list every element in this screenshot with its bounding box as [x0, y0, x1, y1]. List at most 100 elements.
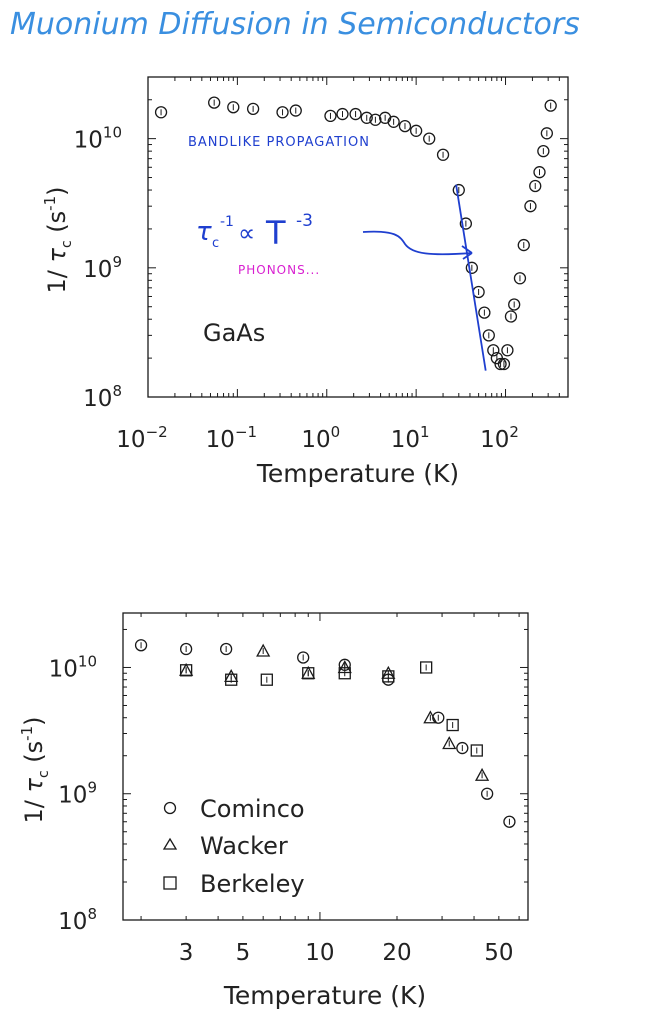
gaas-chart: 108 109 1010 10−2 10−1 100 101 102 BANDLIKE PRO…	[41, 76, 569, 488]
x-tick-label: 100	[301, 423, 340, 453]
gaas-point	[324, 109, 337, 123]
berkeley-point	[470, 744, 483, 757]
fit-line	[455, 184, 487, 371]
formula-sup: -1	[220, 214, 234, 230]
x-tick-label: 101	[391, 423, 430, 453]
legend-marker-berkeley	[163, 876, 177, 890]
wacker-point	[256, 643, 271, 657]
annotation-phonons: PHONONS...	[238, 263, 320, 277]
gaas-point	[544, 99, 557, 112]
x-tick-label: 102	[480, 423, 519, 453]
formula-annotation: τ c -1 ∝ T -3	[196, 211, 313, 252]
gaas-point	[423, 132, 436, 145]
x-tick-label: 10	[305, 940, 334, 966]
chart2-frame	[122, 612, 529, 921]
x-tick-label: 20	[382, 940, 411, 966]
x-tick-label: 10−1	[206, 423, 257, 453]
gaas-point	[487, 344, 500, 357]
x-tick-label: 3	[179, 940, 194, 966]
ylabel-sup: -1	[18, 726, 36, 741]
gaas-point	[349, 107, 362, 121]
chart1-xlabel: Temperature (K)	[256, 459, 459, 488]
gaas-point	[227, 101, 240, 114]
y-tick-label: 109	[83, 253, 122, 283]
gaas-point	[459, 217, 473, 230]
cominco-point	[480, 787, 494, 800]
gaas-point	[336, 107, 349, 121]
gaas-point	[494, 357, 507, 371]
chart2-ticks	[123, 613, 528, 921]
sample-label: GaAs	[203, 319, 265, 347]
gaas-point	[517, 238, 530, 252]
page-title: Muonium Diffusion in Semiconductors	[10, 7, 580, 42]
berkeley-point	[420, 661, 433, 674]
chart2-ylabel-text: 1/	[20, 799, 48, 823]
annotation-arrow	[362, 230, 473, 256]
cominco-point	[456, 741, 469, 755]
chart1-tick-labels: 108 109 1010 10−2 10−1 100 101 102	[74, 124, 519, 453]
cominco-point	[503, 815, 516, 828]
chart1-ticks	[147, 76, 569, 398]
gaas-point	[465, 261, 479, 274]
gaas-point	[436, 148, 450, 161]
gaas-point	[513, 272, 527, 285]
ylabel-close: )	[43, 187, 71, 196]
gaas-point	[497, 357, 511, 371]
cominco-point	[432, 711, 445, 724]
gaas-point	[529, 179, 542, 193]
gaas-point	[501, 344, 514, 357]
gaas-point	[524, 200, 537, 213]
annotation-arrowhead	[461, 245, 473, 260]
gaas-point	[360, 111, 373, 124]
ylabel-units: (s	[20, 741, 48, 771]
wacker-point	[423, 710, 438, 724]
legend-label-cominco: Cominco	[200, 795, 305, 823]
x-tick-label: 50	[484, 940, 513, 966]
x-tick-label: 5	[236, 940, 251, 966]
berkeley-point	[446, 718, 459, 732]
cominco-point	[297, 651, 310, 664]
gaas-point	[154, 106, 168, 119]
ylabel-tau: τ	[43, 248, 71, 263]
wacker-point	[442, 736, 457, 750]
gaas-point	[537, 145, 550, 158]
gaas-point	[246, 102, 260, 116]
berkeley-point	[225, 673, 238, 686]
x-tick-label: 10−2	[116, 423, 167, 453]
gaas-point	[508, 298, 521, 311]
gaas-point	[482, 329, 495, 342]
chart1-frame	[147, 76, 569, 398]
ylabel-sub: c	[36, 770, 52, 778]
legend-marker-wacker	[162, 837, 178, 850]
gaas-point	[504, 310, 518, 323]
y-tick-label: 1010	[49, 652, 97, 682]
formula-propto: ∝	[238, 219, 255, 247]
gaas-point	[409, 124, 423, 137]
ylabel-sup: -1	[41, 196, 59, 211]
ylabel-sub: c	[59, 240, 75, 248]
cominco-point	[134, 639, 148, 652]
wacker-point	[474, 767, 490, 781]
chart1-ylabel: 1/ τc (s-1)	[41, 187, 75, 294]
chart1-points	[154, 96, 557, 371]
cominco-point	[179, 642, 193, 656]
svg-text:1/ τc (s-1): 1/ τc (s-1)	[41, 187, 75, 294]
berkeley-point	[338, 667, 351, 680]
berkeley-point	[382, 670, 395, 683]
chart2-points	[134, 639, 516, 828]
gaas-point	[452, 183, 465, 197]
berkeley-point	[179, 664, 193, 677]
cominco-point	[219, 642, 233, 656]
annotation-bandlike: BANDLIKE PROPAGATION	[188, 135, 370, 150]
gaas-point	[276, 106, 289, 119]
svg-text:1/ τc (s-1): 1/ τc (s-1)	[18, 717, 52, 824]
gaas-point	[398, 119, 412, 133]
ylabel-units: (s	[43, 211, 71, 241]
chart2-tick-labels: 108 109 1010 3 5 10 20 50	[49, 652, 514, 966]
legend-label-wacker: Wacker	[200, 832, 288, 860]
legend-label-berkeley: Berkeley	[200, 870, 305, 898]
formula-tau: τ	[196, 217, 212, 247]
gaas-point	[369, 113, 382, 126]
y-tick-label: 1010	[74, 124, 122, 154]
